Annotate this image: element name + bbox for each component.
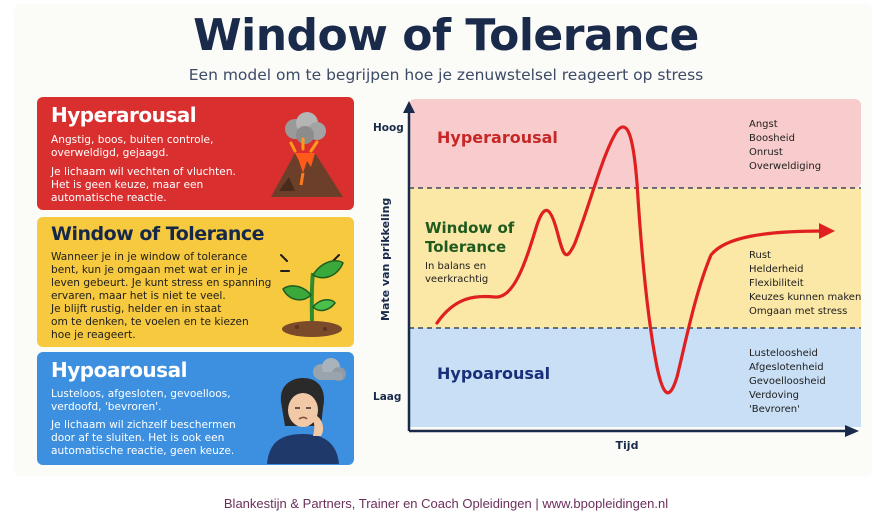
volcano-icon xyxy=(271,112,343,197)
hyperarousal-text-line: overweldigd, gejaagd. xyxy=(51,147,169,159)
arousal-chart-svg: Hoog Laag Mate van prikkeling Tijd Hyper… xyxy=(373,99,861,452)
arousal-curve xyxy=(435,125,825,395)
window-text-line: Wanneer je in je window of tolerance xyxy=(51,251,248,263)
hyperarousal-text-line: Het is geen keuze, maar een xyxy=(51,179,204,191)
window-item: Keuzes kunnen maken xyxy=(749,292,861,303)
y-low-label: Laag xyxy=(373,391,401,403)
hypoarousal-zone xyxy=(409,328,861,427)
page-subtitle: Een model om te begrijpen hoe je zenuwst… xyxy=(188,66,704,84)
y-high-label: Hoog xyxy=(373,122,404,134)
hypo-item: Afgeslotenheid xyxy=(749,362,824,373)
window-item: Omgaan met stress xyxy=(749,306,847,317)
hyperarousal-zone-label: Hyperarousal xyxy=(437,128,558,147)
window-text-line: hoe je reageert. xyxy=(51,329,136,341)
hyper-item: Onrust xyxy=(749,147,783,158)
window-item: Rust xyxy=(749,250,771,261)
hyperarousal-panel: Hyperarousal Angstig, boos, buiten contr… xyxy=(37,97,354,210)
window-of-tolerance-panel: Window of Tolerance Wanneer je in je win… xyxy=(37,217,354,347)
hyperarousal-zone xyxy=(409,99,861,188)
hyper-item: Overweldiging xyxy=(749,161,821,172)
hyperarousal-text-line: Je lichaam wil vechten of vluchten. xyxy=(51,166,236,178)
hypoarousal-zone-label: Hypoarousal xyxy=(437,364,550,383)
hypoarousal-text-line: Je lichaam wil zichzelf beschermen xyxy=(51,419,236,431)
tired-person-cloud-icon xyxy=(267,358,346,464)
hyperarousal-panel-title: Hyperarousal xyxy=(51,103,197,127)
window-text-line: leven gebeurt. Je kunt stress en spannin… xyxy=(51,277,272,289)
window-text-line: bent, kun je omgaan met wat er in je xyxy=(51,264,248,276)
hypoarousal-text-line: Lusteloos, afgesloten, gevoelloos, xyxy=(51,388,231,400)
arousal-curve-arrowhead xyxy=(819,223,835,239)
hypoarousal-panel: Hypoarousal Lusteloos, afgesloten, gevoe… xyxy=(37,352,354,465)
page-title: Window of Tolerance xyxy=(193,10,699,61)
window-zone xyxy=(409,188,861,328)
hypo-item: Lusteloosheid xyxy=(749,348,818,359)
hypo-item: Gevoelloosheid xyxy=(749,376,826,387)
plant-sprout-icon xyxy=(280,254,344,337)
hyper-item: Boosheid xyxy=(749,133,795,144)
hyperarousal-text-line: automatische reactie. xyxy=(51,192,167,204)
arousal-chart: Hoog Laag Mate van prikkeling Tijd Hyper… xyxy=(365,97,865,465)
window-zone-label: Tolerance xyxy=(425,238,506,256)
hypoarousal-text-line: verdoofd, 'bevroren'. xyxy=(51,401,162,413)
hyperarousal-text-line: Angstig, boos, buiten controle, xyxy=(51,134,214,146)
window-zone-sublabel: In balans en xyxy=(425,261,486,272)
hypoarousal-panel-title: Hypoarousal xyxy=(51,358,187,382)
x-axis-arrow xyxy=(845,425,859,437)
window-item: Flexibiliteit xyxy=(749,278,804,289)
window-panel-title: Window of Tolerance xyxy=(51,223,265,245)
hypo-item: 'Bevroren' xyxy=(749,404,800,415)
window-zone-sublabel: veerkrachtig xyxy=(425,274,488,285)
hypoarousal-text-line: automatische reactie, geen keuze. xyxy=(51,445,235,457)
window-text-line: ervaren, maar het is niet te veel. xyxy=(51,290,226,302)
hyper-item: Angst xyxy=(749,119,778,130)
window-zone-label: Window of xyxy=(425,219,515,237)
footer-credit: Blankestijn & Partners, Trainer en Coach… xyxy=(223,496,669,511)
hypo-item: Verdoving xyxy=(749,390,799,401)
window-item: Helderheid xyxy=(749,264,804,275)
y-axis-label: Mate van prikkeling xyxy=(379,198,392,321)
y-axis-arrow xyxy=(403,101,415,113)
window-text-line: om te denken, te voelen en te kiezen xyxy=(51,316,249,328)
hypoarousal-text-line: door af te sluiten. Het is ook een xyxy=(51,432,225,444)
window-text-line: Je blijft rustig, helder en in staat xyxy=(51,303,222,315)
x-axis-label: Tijd xyxy=(616,439,639,452)
